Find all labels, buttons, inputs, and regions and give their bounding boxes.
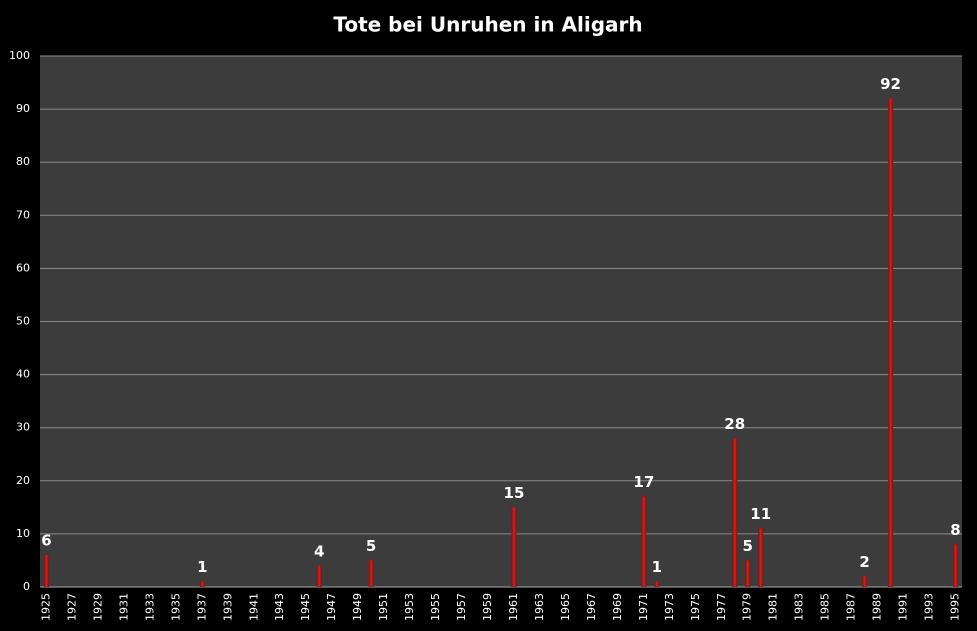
- x-tick-label: 1991: [897, 593, 910, 621]
- y-tick-label: 100: [9, 49, 30, 62]
- value-label: 6: [41, 532, 51, 550]
- x-tick-label: 1963: [533, 593, 546, 621]
- x-tick-label: 1971: [637, 593, 650, 621]
- y-tick-label: 90: [16, 102, 30, 115]
- value-label: 2: [859, 553, 869, 571]
- x-tick-label: 1943: [273, 593, 286, 621]
- bar: [862, 576, 868, 587]
- value-label: 5: [743, 537, 753, 555]
- x-tick-label: 1967: [585, 593, 598, 621]
- bar: [43, 555, 49, 587]
- x-tick-label: 1959: [481, 593, 494, 621]
- y-tick-label: 10: [16, 527, 30, 540]
- y-tick-label: 30: [16, 421, 30, 434]
- value-label: 15: [504, 484, 525, 502]
- y-tick-label: 80: [16, 155, 30, 168]
- bar: [953, 544, 959, 587]
- x-tick-label: 1983: [793, 593, 806, 621]
- value-label: 28: [724, 415, 745, 433]
- y-tick-label: 0: [23, 580, 30, 593]
- x-tick-label: 1989: [871, 593, 884, 621]
- x-tick-label: 1945: [299, 593, 312, 621]
- x-tick-label: 1947: [325, 593, 338, 621]
- x-tick-label: 1977: [715, 593, 728, 621]
- bar: [199, 581, 205, 587]
- y-tick-label: 50: [16, 315, 30, 328]
- value-label: 1: [197, 558, 207, 576]
- chart-title: Tote bei Unruhen in Aligarh: [333, 13, 642, 37]
- value-label: 92: [880, 75, 901, 93]
- y-tick-label: 60: [16, 261, 30, 274]
- x-tick-label: 1955: [429, 593, 442, 621]
- x-tick-label: 1949: [351, 593, 364, 621]
- x-tick-label: 1961: [507, 593, 520, 621]
- x-tick-label: 1981: [767, 593, 780, 621]
- x-tick-label: 1975: [689, 593, 702, 621]
- y-tick-label: 70: [16, 208, 30, 221]
- x-tick-label: 1973: [663, 593, 676, 621]
- x-tick-label: 1985: [819, 593, 832, 621]
- value-label: 17: [633, 473, 654, 491]
- bar: [732, 438, 738, 587]
- x-tick-label: 1935: [169, 593, 182, 621]
- x-tick-label: 1987: [845, 593, 858, 621]
- x-tick-label: 1931: [117, 593, 130, 621]
- value-label: 1: [652, 558, 662, 576]
- y-tick-label: 20: [16, 474, 30, 487]
- bar: [888, 98, 894, 587]
- bar: [745, 560, 751, 587]
- x-tick-label: 1969: [611, 593, 624, 621]
- bar: [368, 560, 374, 587]
- bar: [641, 496, 647, 587]
- bar: [758, 528, 764, 587]
- x-tick-label: 1933: [143, 593, 156, 621]
- bar: [511, 507, 517, 587]
- x-tick-label: 1941: [247, 593, 260, 621]
- x-tick-label: 1953: [403, 593, 416, 621]
- value-label: 11: [750, 505, 771, 523]
- y-tick-label: 40: [16, 368, 30, 381]
- x-tick-label: 1957: [455, 593, 468, 621]
- x-tick-label: 1951: [377, 593, 390, 621]
- x-tick-label: 1995: [949, 593, 962, 621]
- x-tick-label: 1979: [741, 593, 754, 621]
- value-label: 4: [314, 542, 324, 560]
- value-label: 8: [950, 521, 960, 539]
- x-tick-label: 1993: [923, 593, 936, 621]
- x-tick-label: 1937: [195, 593, 208, 621]
- x-tick-label: 1925: [39, 593, 52, 621]
- x-tick-label: 1927: [65, 593, 78, 621]
- x-tick-label: 1965: [559, 593, 572, 621]
- x-tick-label: 1929: [91, 593, 104, 621]
- bar: [654, 581, 660, 587]
- bar: [316, 565, 322, 587]
- value-label: 5: [366, 537, 376, 555]
- x-tick-label: 1939: [221, 593, 234, 621]
